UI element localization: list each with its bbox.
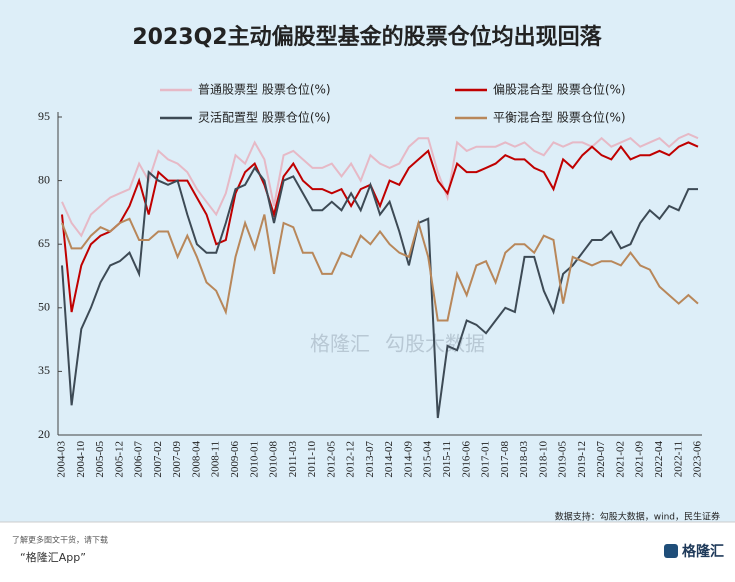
x-tick-label: 2007-09 <box>171 441 183 478</box>
footer-text: 了解更多图文干货，请下载 <box>12 535 108 545</box>
x-tick-label: 2014-09 <box>402 441 414 478</box>
watermark: 格隆汇 <box>310 332 370 356</box>
x-tick-label: 2017-08 <box>499 441 511 478</box>
x-tick-label: 2011-10 <box>306 441 318 478</box>
y-tick-label: 80 <box>38 172 50 186</box>
x-tick-label: 2018-10 <box>537 441 549 478</box>
y-tick-label: 95 <box>38 109 50 123</box>
source: 数据支持：勾股大数据，wind，民生证券 <box>555 511 720 523</box>
x-tick-label: 2012-05 <box>325 441 337 478</box>
footer-app: “格隆汇App” <box>20 550 86 564</box>
y-tick-label: 35 <box>38 363 50 377</box>
legend-label: 平衡混合型 股票仓位(%) <box>493 110 626 125</box>
legend-label: 灵活配置型 股票仓位(%) <box>198 110 331 125</box>
x-tick-label: 2022-11 <box>672 441 684 477</box>
x-tick-label: 2004-10 <box>75 441 87 478</box>
x-tick-label: 2011-03 <box>287 441 299 478</box>
x-tick-label: 2004-03 <box>56 441 68 478</box>
x-tick-label: 2016-06 <box>460 441 472 478</box>
x-tick-label: 2010-08 <box>268 441 280 478</box>
x-tick-label: 2021-02 <box>614 441 626 478</box>
x-tick-label: 2012-12 <box>345 441 357 478</box>
x-tick-label: 2014-02 <box>383 441 395 478</box>
x-tick-label: 2008-11 <box>210 441 222 477</box>
x-tick-label: 2013-07 <box>364 441 376 478</box>
x-tick-label: 2010-01 <box>248 441 260 478</box>
series-line <box>61 141 699 313</box>
x-tick-label: 2019-12 <box>576 441 588 478</box>
x-tick-label: 2020-07 <box>595 441 607 478</box>
x-tick-label: 2023-06 <box>692 441 704 478</box>
x-tick-label: 2006-07 <box>133 441 145 478</box>
x-tick-label: 2021-09 <box>634 441 646 478</box>
x-tick-label: 2005-05 <box>94 441 106 478</box>
x-tick-label: 2018-03 <box>518 441 530 478</box>
y-tick-label: 50 <box>38 300 50 314</box>
x-tick-label: 2009-06 <box>229 441 241 478</box>
legend-label: 普通股票型 股票仓位(%) <box>198 82 331 97</box>
x-tick-label: 2022-04 <box>653 441 665 478</box>
y-tick-label: 20 <box>38 427 50 441</box>
x-tick-label: 2007-02 <box>152 441 164 478</box>
x-tick-label: 2005-12 <box>113 441 125 478</box>
legend-label: 偏股混合型 股票仓位(%) <box>493 82 626 97</box>
logo-icon <box>664 544 678 558</box>
series-line <box>61 214 699 322</box>
series-line <box>61 166 698 419</box>
chart-title: 2023Q2主动偏股型基金的股票仓位均出现回落 <box>132 24 602 50</box>
x-tick-label: 2015-11 <box>441 441 453 477</box>
logo: 格隆汇 <box>682 543 724 560</box>
x-tick-label: 2008-04 <box>190 441 202 478</box>
x-tick-label: 2015-04 <box>422 441 434 478</box>
y-tick-label: 65 <box>38 236 50 250</box>
x-tick-label: 2017-01 <box>480 441 492 478</box>
x-tick-label: 2019-05 <box>557 441 569 478</box>
